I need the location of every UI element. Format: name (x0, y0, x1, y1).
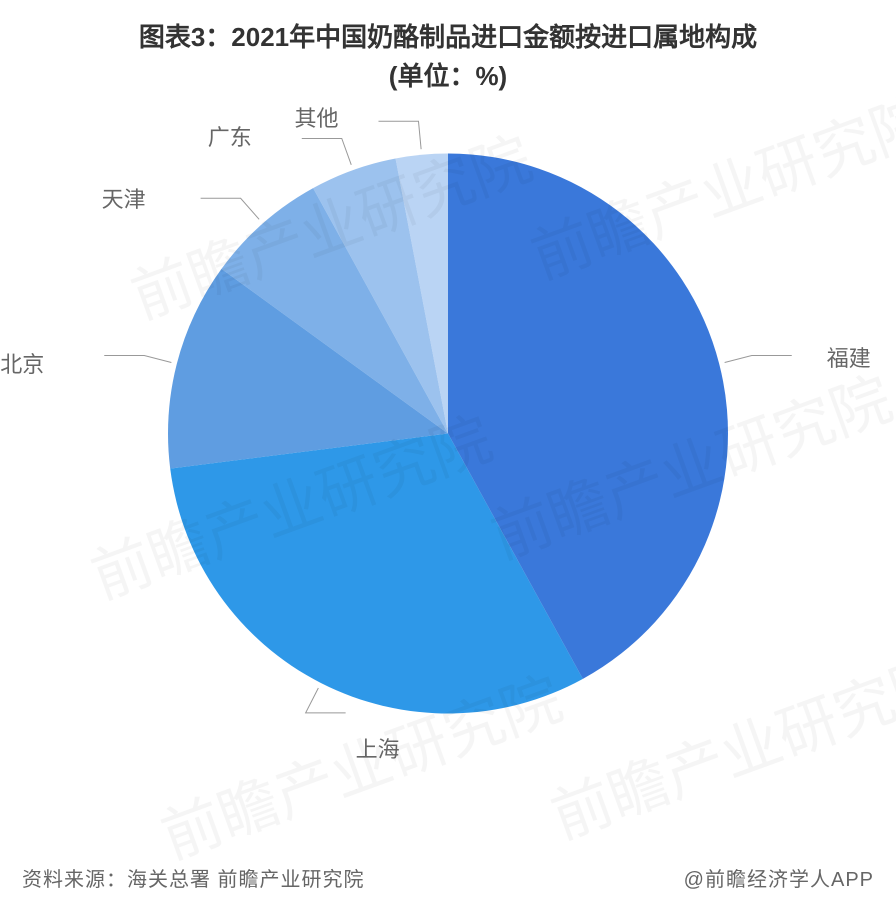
slice-label-天津: 天津 (102, 182, 146, 214)
slice-label-其他: 其他 (294, 101, 338, 133)
leader-line (302, 138, 351, 164)
slice-label-上海: 上海 (356, 732, 400, 764)
pie-chart-area: 其他广东天津北京上海 福建 (0, 96, 896, 836)
source-text: 资料来源：海关总署 前瞻产业研究院 (22, 863, 365, 892)
footer: 资料来源：海关总署 前瞻产业研究院 @前瞻经济学人APP (0, 863, 896, 892)
leader-line (201, 198, 260, 219)
leader-line (378, 121, 421, 149)
title-line-1: 图表3：2021年中国奶酪制品进口金额按进口属地构成 (40, 18, 856, 57)
pie-wrap (48, 114, 848, 799)
pie-svg (48, 114, 848, 794)
leader-line (104, 356, 171, 363)
title-line-2: (单位：%) (40, 57, 856, 96)
slice-label-北京: 北京 (0, 347, 44, 379)
slice-label-广东: 广东 (208, 120, 252, 152)
leader-line (725, 356, 792, 363)
slice-label-福建: 福建 (827, 341, 871, 373)
attribution-text: @前瞻经济学人APP (684, 863, 874, 892)
leader-line (306, 688, 346, 713)
chart-title: 图表3：2021年中国奶酪制品进口金额按进口属地构成 (单位：%) (0, 0, 896, 96)
